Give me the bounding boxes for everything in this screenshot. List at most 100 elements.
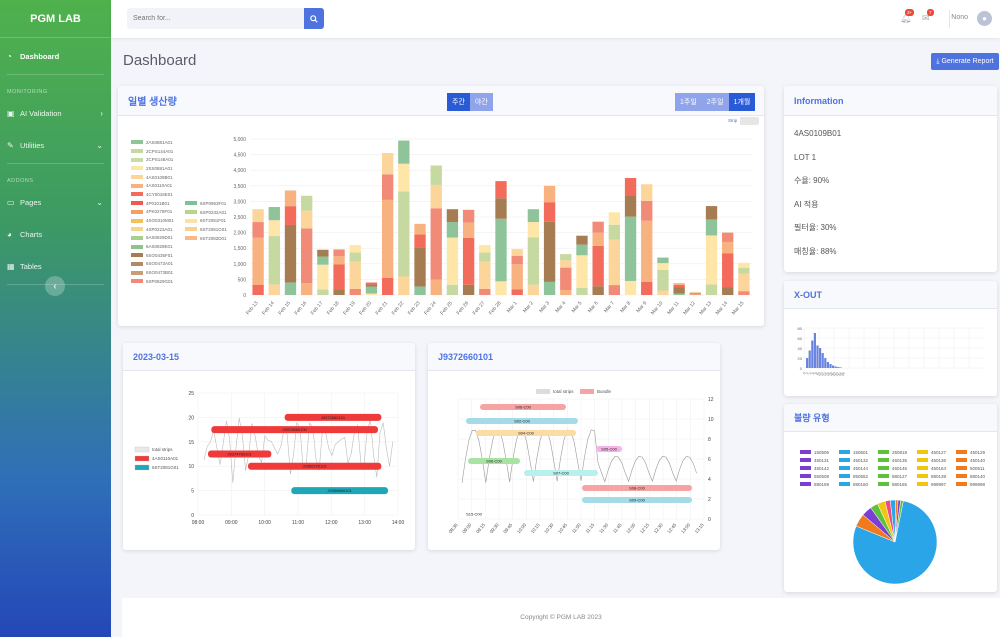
legend-item[interactable]: 2SS0881A01 bbox=[131, 164, 174, 173]
info-match: 매칭율: 88% bbox=[794, 246, 837, 256]
legend-item[interactable]: 6AS0829D01 bbox=[131, 234, 174, 243]
x-tick-label: 09:00 bbox=[461, 522, 472, 534]
histogram-bar bbox=[839, 367, 842, 368]
sidebar-item-ai-validation[interactable]: ▣ AI Validation › bbox=[0, 97, 111, 129]
legend-item[interactable]: 450146 bbox=[878, 465, 917, 471]
sidebar-item-utilities[interactable]: ✎ Utilities ⌄ bbox=[0, 129, 111, 161]
bar-segment bbox=[527, 222, 540, 238]
legend-item[interactable]: 6SO0435F01 bbox=[131, 251, 174, 260]
tab-night[interactable]: 야간 bbox=[469, 93, 493, 111]
legend-item[interactable]: 450142 bbox=[800, 465, 839, 471]
legend-swatch bbox=[185, 227, 197, 232]
legend-item[interactable]: 2CPS148A01 bbox=[131, 155, 174, 164]
legend-item[interactable]: 250818 bbox=[878, 449, 917, 455]
sidebar-item-dashboard[interactable]: ◔ Dashboard bbox=[0, 40, 111, 72]
gantt-bar-label: S04-C00 bbox=[518, 431, 535, 436]
legend-item[interactable]: 450136 bbox=[917, 457, 956, 463]
tab-day[interactable]: 주간 bbox=[447, 93, 470, 111]
gantt-bar bbox=[211, 426, 378, 434]
legend-item[interactable]: 2CPS144A01 bbox=[131, 147, 174, 156]
avatar[interactable]: ● bbox=[977, 11, 992, 26]
legend-label: 450136 bbox=[931, 457, 947, 463]
legend-item[interactable]: 6SP0953F01 bbox=[185, 199, 227, 208]
legend-label: 450142 bbox=[814, 465, 830, 471]
legend-item[interactable]: 450140 bbox=[956, 457, 995, 463]
legend-item[interactable]: 550508 bbox=[800, 473, 839, 479]
histogram-bar bbox=[811, 340, 814, 368]
histogram-bar bbox=[806, 358, 809, 368]
bar-segment bbox=[624, 280, 637, 295]
legend-item[interactable]: 6ST2082D01 bbox=[185, 234, 227, 243]
x-tick-label: 12 bbox=[819, 371, 824, 376]
legend-item[interactable]: 880165 bbox=[878, 481, 917, 487]
legend-item[interactable]: 2AS0881A01 bbox=[131, 138, 174, 147]
legend-item[interactable]: 450132 bbox=[839, 457, 878, 463]
legend-item[interactable]: 999998 bbox=[956, 481, 995, 487]
legend-item[interactable]: 4CY0016E01 bbox=[131, 190, 174, 199]
legend-item[interactable]: 880160 bbox=[839, 481, 878, 487]
legend-swatch bbox=[878, 482, 889, 486]
sidebar-item-charts[interactable]: ◕ Charts bbox=[0, 218, 111, 250]
user-name[interactable]: Nono bbox=[951, 14, 968, 21]
legend-item[interactable]: 880139 bbox=[917, 473, 956, 479]
legend-item[interactable]: 6SP0829G01 bbox=[131, 277, 174, 286]
alerts-button[interactable]: 🔔︎ 3+ bbox=[900, 9, 915, 24]
x-tick-label: 26 bbox=[840, 371, 845, 376]
bar-segment bbox=[608, 239, 621, 286]
y-tick-label: 3,500 bbox=[233, 184, 246, 190]
legend-item[interactable]: 4P0101B01 bbox=[131, 199, 174, 208]
bar-segment bbox=[495, 218, 507, 282]
legend-item[interactable]: 880127 bbox=[878, 473, 917, 479]
legend-item[interactable]: 4AS0110A01 bbox=[131, 181, 174, 190]
legend-item[interactable]: 450131 bbox=[800, 457, 839, 463]
legend-item[interactable]: 6ST2081G01 bbox=[185, 225, 227, 234]
x-tick-label: Mar 13 bbox=[698, 300, 713, 316]
legend-item[interactable]: 450144 bbox=[839, 465, 878, 471]
legend-item[interactable]: 450127 bbox=[917, 449, 956, 455]
legend-item[interactable]: 450129 bbox=[956, 449, 995, 455]
range-1w[interactable]: 1주일 bbox=[675, 93, 702, 111]
sidebar-item-pages[interactable]: ▭ Pages ⌄ bbox=[0, 186, 111, 218]
bar-segment bbox=[543, 202, 556, 222]
bar-segment bbox=[301, 228, 313, 284]
section-heading: MONITORING bbox=[7, 89, 48, 95]
range-1m[interactable]: 1개월 bbox=[728, 93, 756, 111]
gantt-bar bbox=[466, 418, 578, 424]
search-input[interactable] bbox=[127, 8, 307, 29]
legend-item[interactable]: 4SP0223A01 bbox=[131, 225, 174, 234]
messages-button[interactable]: ✉ 7 bbox=[922, 9, 934, 24]
sidebar-item-tables[interactable]: ▦ Tables bbox=[0, 250, 111, 282]
brand-logo[interactable]: PGM LAB bbox=[0, 0, 111, 38]
bar-segment bbox=[398, 276, 410, 295]
legend-item[interactable]: 450135 bbox=[878, 457, 917, 463]
search-button[interactable] bbox=[304, 8, 324, 29]
legend-item[interactable]: 4PK0278F01 bbox=[131, 208, 174, 217]
envelope-icon: ✉ bbox=[922, 13, 930, 23]
legend-item[interactable]: 4AS0109B01 bbox=[131, 173, 174, 182]
legend-item[interactable]: 150506 bbox=[800, 449, 839, 455]
legend-item[interactable]: 999997 bbox=[917, 481, 956, 487]
legend-item[interactable]: 6SP0232A01 bbox=[185, 208, 227, 217]
legend-item[interactable]: 6AS0829E01 bbox=[131, 242, 174, 251]
legend-item[interactable]: 6SO0473A01 bbox=[131, 260, 174, 269]
legend-item[interactable]: 450164 bbox=[917, 465, 956, 471]
bar-segment bbox=[511, 256, 523, 265]
legend-item[interactable]: 6SO0473B01 bbox=[131, 268, 174, 277]
x-tick-label: Mar 7 bbox=[603, 300, 616, 314]
bar-segment bbox=[657, 290, 669, 295]
sidebar-toggle-button[interactable]: ‹ bbox=[45, 276, 65, 296]
legend-item[interactable]: 880159 bbox=[800, 481, 839, 487]
range-2w[interactable]: 2주일 bbox=[701, 93, 729, 111]
legend-item[interactable]: 150601 bbox=[839, 449, 878, 455]
legend-label: 2CPS148A01 bbox=[146, 157, 174, 163]
legend-item[interactable]: 500511 bbox=[956, 465, 995, 471]
x-tick-label: 11:30 bbox=[598, 522, 609, 534]
strip-toggle[interactable]: Strip bbox=[725, 117, 759, 125]
legend-item[interactable]: 6ST2081F01 bbox=[185, 216, 227, 225]
production-card: 일별 생산량 주간 야간 1주일 2주일 1개월 Strip 2AS0881A0… bbox=[118, 86, 764, 326]
legend-item[interactable]: 880140 bbox=[956, 473, 995, 479]
legend-item[interactable]: 4SO0310M01 bbox=[131, 216, 174, 225]
generate-report-button[interactable]: ⤓ Generate Report bbox=[931, 53, 999, 70]
legend-item[interactable]: 850552 bbox=[839, 473, 878, 479]
bar-segment bbox=[543, 185, 556, 203]
